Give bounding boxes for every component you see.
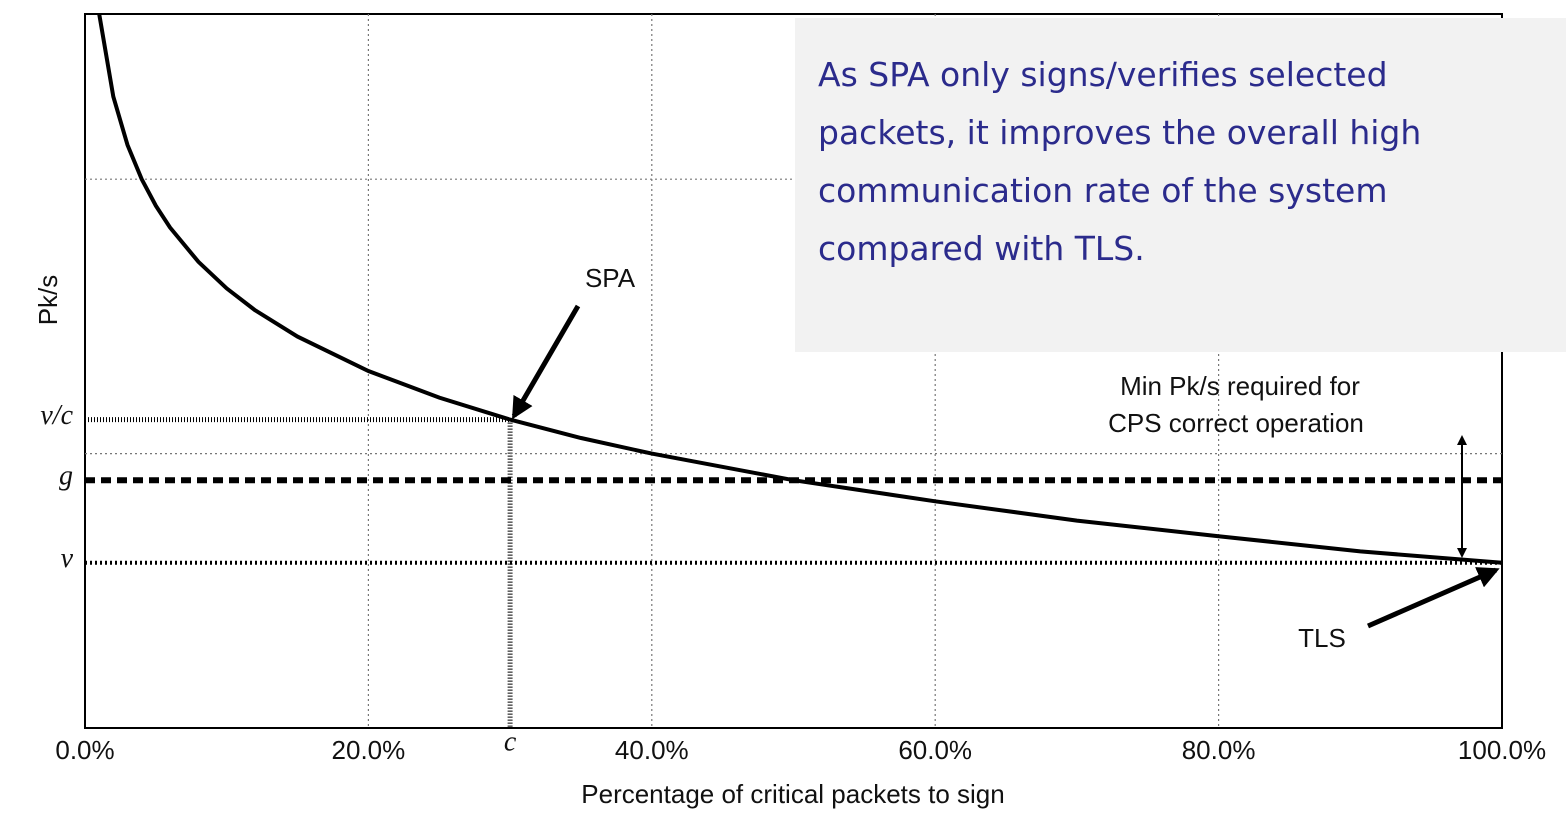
callout-line: packets, it improves the overall high [818, 113, 1421, 152]
callout-line: compared with TLS. [818, 229, 1145, 268]
annotation: TLS [1298, 623, 1346, 653]
x-tick-label: 0.0% [55, 735, 114, 765]
plot-frame [84, 13, 1503, 729]
annotation: Min Pk/s required for [1120, 371, 1360, 401]
y-tick-label: g [59, 461, 73, 492]
x-tick-label: 20.0% [332, 735, 406, 765]
curve [97, 13, 1503, 565]
arrow [1366, 567, 1500, 629]
callout-line: communication rate of the system [818, 171, 1387, 210]
x-tick-label: 100.0% [1458, 735, 1546, 765]
arrow [511, 304, 581, 420]
x-tick-label: 40.0% [615, 735, 689, 765]
callout: As SPA only signs/verifies selected packe… [818, 55, 1421, 268]
annotation: SPA [585, 263, 636, 293]
callout-line: As SPA only signs/verifies selected [818, 55, 1388, 94]
y-tick-label: v/c [40, 400, 73, 431]
annotation: CPS correct operation [1108, 408, 1364, 438]
y-tick-label: v [61, 543, 74, 574]
plot-area: 0.0% 20.0% c 40.0% 60.0% 80.0% 100.0% v/c g v [40, 13, 1546, 765]
x-tick-label: 80.0% [1182, 735, 1256, 765]
x-tick-label: 60.0% [898, 735, 972, 765]
callout-box [795, 18, 1566, 352]
x-tick-label: c [504, 726, 517, 757]
x-axis-label: Percentage of critical packets to sign [581, 779, 1004, 809]
y-axis-label: Pk/s [33, 275, 63, 326]
